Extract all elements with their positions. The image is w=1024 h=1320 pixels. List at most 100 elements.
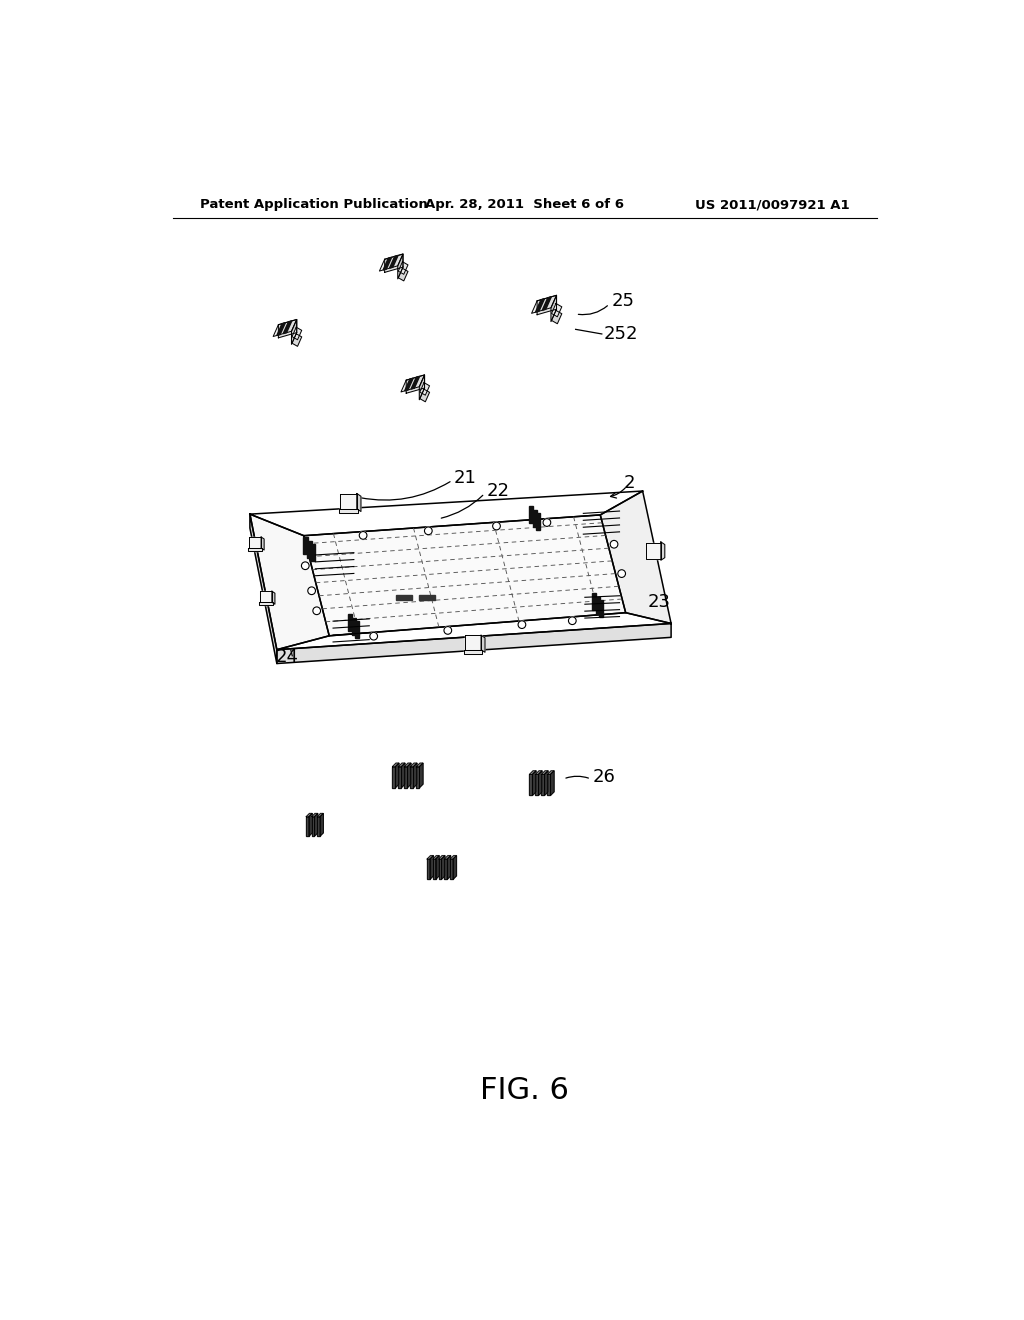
Polygon shape (536, 513, 541, 531)
Circle shape (370, 632, 378, 640)
Polygon shape (529, 775, 532, 796)
Text: Apr. 28, 2011  Sheet 6 of 6: Apr. 28, 2011 Sheet 6 of 6 (425, 198, 625, 211)
Polygon shape (292, 319, 297, 345)
Polygon shape (545, 771, 548, 796)
Polygon shape (310, 544, 314, 561)
Polygon shape (548, 771, 554, 775)
Polygon shape (339, 508, 358, 513)
Circle shape (444, 627, 452, 635)
Text: 252: 252 (604, 325, 639, 343)
Polygon shape (311, 813, 317, 817)
Polygon shape (438, 859, 441, 879)
Polygon shape (398, 261, 408, 275)
Polygon shape (340, 494, 356, 508)
Polygon shape (408, 763, 411, 788)
Polygon shape (438, 855, 444, 859)
Polygon shape (552, 310, 562, 323)
Polygon shape (453, 855, 457, 879)
Polygon shape (303, 537, 307, 554)
Polygon shape (398, 268, 408, 281)
Polygon shape (538, 296, 556, 314)
Polygon shape (306, 817, 309, 836)
Polygon shape (396, 595, 412, 599)
Polygon shape (532, 771, 536, 796)
Polygon shape (420, 383, 429, 395)
Polygon shape (536, 298, 545, 313)
Polygon shape (351, 618, 356, 635)
Polygon shape (276, 322, 286, 335)
Polygon shape (292, 327, 302, 339)
Circle shape (313, 607, 321, 615)
Polygon shape (279, 319, 297, 338)
Text: 23: 23 (648, 593, 671, 611)
Polygon shape (551, 296, 556, 322)
Circle shape (493, 523, 501, 529)
Polygon shape (464, 649, 482, 653)
Polygon shape (276, 612, 671, 649)
Polygon shape (380, 253, 403, 271)
Polygon shape (417, 767, 420, 788)
Polygon shape (660, 543, 665, 560)
Circle shape (543, 519, 551, 527)
Polygon shape (307, 541, 311, 558)
Polygon shape (309, 813, 312, 836)
Polygon shape (404, 763, 411, 767)
Polygon shape (259, 602, 272, 606)
Text: 26: 26 (593, 768, 615, 785)
Polygon shape (596, 597, 600, 614)
Polygon shape (433, 855, 439, 859)
Polygon shape (411, 376, 420, 389)
Polygon shape (306, 813, 312, 817)
Circle shape (617, 570, 626, 577)
Polygon shape (398, 767, 401, 788)
Polygon shape (548, 775, 551, 796)
Polygon shape (395, 763, 399, 788)
Polygon shape (411, 767, 414, 788)
Polygon shape (600, 491, 671, 623)
Polygon shape (414, 763, 417, 788)
Polygon shape (433, 859, 435, 879)
Polygon shape (348, 614, 352, 631)
Polygon shape (599, 601, 603, 618)
Polygon shape (542, 771, 548, 775)
Polygon shape (420, 389, 429, 401)
Polygon shape (250, 515, 330, 649)
Polygon shape (276, 623, 671, 664)
Polygon shape (250, 491, 643, 536)
Polygon shape (542, 775, 545, 796)
Text: 25: 25 (611, 292, 635, 310)
Polygon shape (404, 767, 408, 788)
Polygon shape (532, 511, 538, 527)
Circle shape (610, 540, 617, 548)
Polygon shape (354, 622, 359, 638)
Polygon shape (401, 763, 404, 788)
Polygon shape (430, 855, 433, 879)
Polygon shape (444, 859, 447, 879)
Polygon shape (389, 256, 398, 268)
Polygon shape (419, 595, 435, 599)
Polygon shape (420, 763, 423, 788)
Polygon shape (304, 515, 626, 636)
Polygon shape (536, 775, 539, 796)
Polygon shape (292, 334, 302, 346)
Polygon shape (317, 817, 319, 836)
Polygon shape (314, 813, 317, 836)
Text: US 2011/0097921 A1: US 2011/0097921 A1 (695, 198, 850, 211)
Polygon shape (397, 253, 403, 279)
Polygon shape (427, 859, 430, 879)
Text: Patent Application Publication: Patent Application Publication (200, 198, 428, 211)
Polygon shape (273, 319, 297, 337)
Polygon shape (543, 297, 551, 310)
Polygon shape (404, 378, 413, 391)
Polygon shape (529, 771, 536, 775)
Polygon shape (260, 591, 272, 602)
Circle shape (308, 587, 315, 594)
Polygon shape (319, 813, 324, 836)
Polygon shape (398, 763, 404, 767)
Polygon shape (481, 635, 485, 652)
Polygon shape (407, 375, 425, 393)
Polygon shape (552, 304, 562, 317)
Polygon shape (419, 375, 425, 400)
Polygon shape (592, 594, 596, 610)
Circle shape (301, 562, 309, 570)
